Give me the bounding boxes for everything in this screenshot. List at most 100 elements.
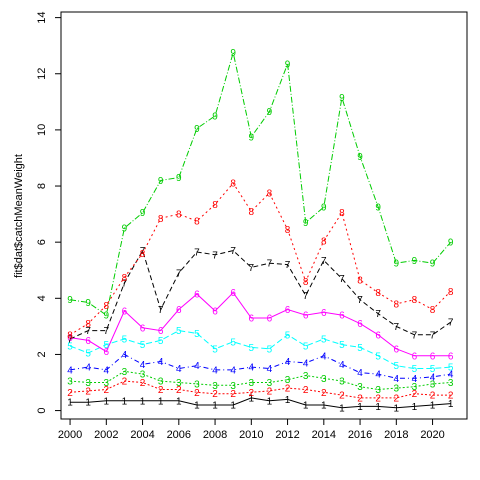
point-label-series-6: 6 [303, 311, 309, 322]
point-label-series-8: 8 [194, 217, 200, 228]
point-label-series-6: 6 [412, 351, 418, 362]
point-label-series-1: 1 [212, 400, 218, 411]
point-label-series-1: 1 [67, 398, 73, 409]
point-label-series-7: 7 [394, 322, 400, 333]
point-label-series-7: 7 [339, 274, 345, 285]
point-label-series-8: 8 [249, 207, 255, 218]
point-label-series-7: 7 [67, 335, 73, 346]
point-label-series-2: 2 [249, 388, 255, 399]
point-label-series-5: 5 [85, 349, 91, 360]
point-label-series-6: 6 [249, 313, 255, 324]
point-label-series-7: 7 [375, 309, 381, 320]
point-label-series-1: 1 [249, 393, 255, 404]
point-label-series-9: 9 [194, 124, 200, 135]
point-label-series-5: 5 [104, 340, 110, 351]
point-label-series-1: 1 [158, 396, 164, 407]
point-label-series-8: 8 [85, 319, 91, 330]
point-label-series-9: 9 [285, 59, 291, 70]
point-label-series-9: 9 [303, 218, 309, 229]
point-label-series-8: 8 [448, 287, 454, 298]
point-label-series-3: 3 [176, 378, 182, 389]
point-label-series-2: 2 [394, 393, 400, 404]
point-label-series-8: 8 [285, 225, 291, 236]
point-label-series-9: 9 [249, 132, 255, 143]
x-tick-label: 2016 [348, 429, 372, 441]
point-label-series-1: 1 [303, 400, 309, 411]
y-tick-label: 12 [36, 68, 48, 80]
point-label-series-7: 7 [230, 246, 236, 257]
point-label-series-5: 5 [249, 343, 255, 354]
point-label-series-7: 7 [267, 259, 273, 270]
y-tick-label: 6 [36, 239, 48, 245]
x-tick-label: 2002 [94, 429, 118, 441]
point-label-series-5: 5 [158, 336, 164, 347]
point-label-series-1: 1 [412, 402, 418, 413]
point-label-series-2: 2 [140, 378, 146, 389]
point-label-series-6: 6 [448, 351, 454, 362]
y-tick-label: 10 [36, 124, 48, 136]
point-label-series-9: 9 [321, 203, 327, 214]
point-label-series-8: 8 [176, 210, 182, 221]
point-label-series-5: 5 [285, 330, 291, 341]
point-label-series-4: 4 [212, 365, 218, 376]
point-label-series-1: 1 [321, 400, 327, 411]
point-label-series-9: 9 [230, 48, 236, 59]
point-label-series-3: 3 [448, 378, 454, 389]
point-label-series-8: 8 [158, 214, 164, 225]
point-label-series-4: 4 [430, 372, 436, 383]
point-label-series-3: 3 [357, 382, 363, 393]
point-label-series-8: 8 [230, 179, 236, 190]
point-label-series-8: 8 [357, 276, 363, 287]
x-tick-label: 2012 [275, 429, 299, 441]
point-label-series-5: 5 [321, 335, 327, 346]
point-label-series-8: 8 [303, 277, 309, 288]
point-label-series-2: 2 [448, 391, 454, 402]
series-line-3 [70, 370, 451, 391]
point-label-series-4: 4 [158, 357, 164, 368]
point-label-series-9: 9 [67, 295, 73, 306]
point-label-series-5: 5 [140, 340, 146, 351]
x-tick-label: 2014 [312, 429, 336, 441]
point-label-series-2: 2 [303, 385, 309, 396]
point-label-series-9: 9 [430, 259, 436, 270]
point-label-series-3: 3 [67, 377, 73, 388]
point-label-series-3: 3 [430, 379, 436, 390]
x-tick-label: 2020 [420, 429, 444, 441]
point-label-series-4: 4 [448, 370, 454, 381]
point-label-series-2: 2 [176, 385, 182, 396]
point-label-series-5: 5 [430, 364, 436, 375]
point-label-series-6: 6 [339, 311, 345, 322]
point-label-series-3: 3 [158, 377, 164, 388]
point-label-series-2: 2 [122, 377, 128, 388]
point-label-series-7: 7 [212, 250, 218, 261]
x-tick-label: 2018 [384, 429, 408, 441]
point-label-series-2: 2 [412, 389, 418, 400]
point-label-series-6: 6 [357, 319, 363, 330]
point-label-series-5: 5 [212, 344, 218, 355]
x-tick-label: 2000 [58, 429, 82, 441]
point-label-series-4: 4 [85, 363, 91, 374]
point-label-series-6: 6 [267, 313, 273, 324]
point-label-series-5: 5 [303, 342, 309, 353]
point-label-series-7: 7 [321, 256, 327, 267]
point-label-series-2: 2 [267, 386, 273, 397]
point-label-series-2: 2 [212, 389, 218, 400]
point-label-series-2: 2 [67, 388, 73, 399]
y-tick-label: 8 [36, 183, 48, 189]
point-label-series-5: 5 [412, 364, 418, 375]
x-tick-label: 2006 [167, 429, 191, 441]
point-label-series-7: 7 [194, 247, 200, 258]
point-label-series-2: 2 [430, 391, 436, 402]
point-label-series-6: 6 [176, 305, 182, 316]
point-label-series-1: 1 [85, 398, 91, 409]
point-label-series-6: 6 [85, 336, 91, 347]
point-label-series-9: 9 [448, 238, 454, 249]
point-label-series-9: 9 [212, 111, 218, 122]
point-label-series-3: 3 [85, 378, 91, 389]
point-label-series-9: 9 [394, 259, 400, 270]
point-label-series-9: 9 [85, 298, 91, 309]
series-line-1 [70, 397, 451, 409]
series-line-7 [69, 249, 451, 340]
point-label-series-7: 7 [448, 318, 454, 329]
point-label-series-1: 1 [357, 402, 363, 413]
